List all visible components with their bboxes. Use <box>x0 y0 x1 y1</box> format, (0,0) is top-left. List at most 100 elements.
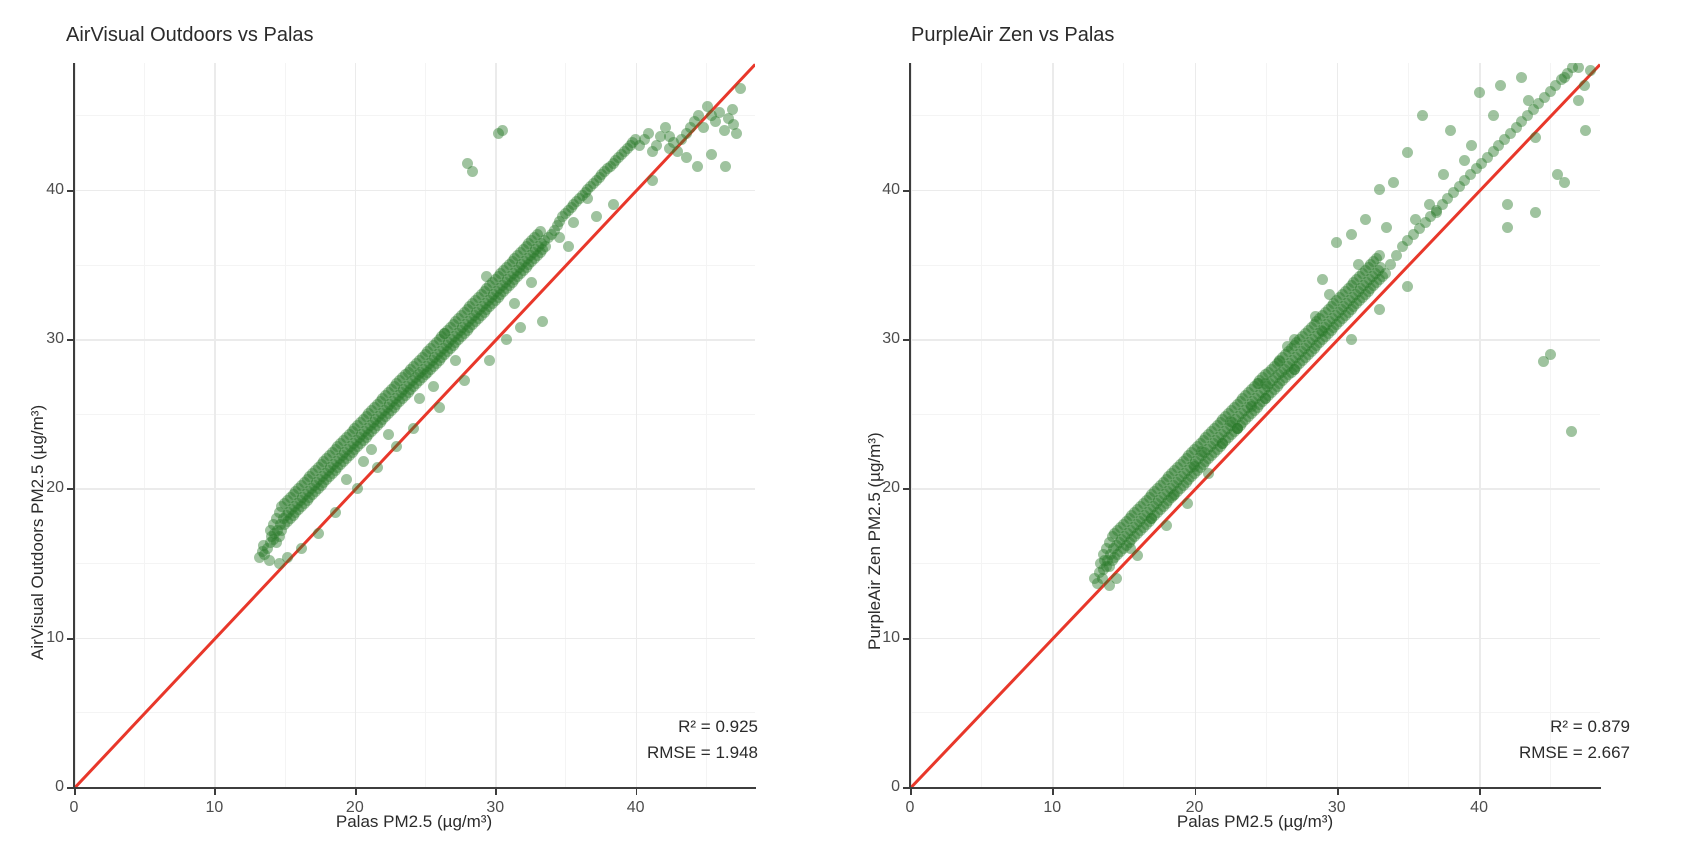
scatter-point <box>312 527 324 539</box>
scatter-point <box>1285 366 1297 378</box>
scatter-point <box>1153 494 1165 506</box>
scatter-point <box>310 465 321 477</box>
scatter-point <box>481 303 493 315</box>
scatter-point <box>1193 453 1205 465</box>
scatter-point <box>489 273 501 285</box>
gridline-minor-horizontal <box>910 115 1600 117</box>
scatter-point <box>1250 393 1262 405</box>
x-axis-line <box>73 787 756 790</box>
scatter-point <box>1180 476 1192 488</box>
scatter-point <box>259 548 271 560</box>
scatter-point <box>290 485 302 497</box>
scatter-point <box>1100 542 1112 554</box>
scatter-point <box>1167 490 1179 502</box>
x-axis-tick-label: 0 <box>905 799 915 816</box>
scatter-point <box>368 423 380 435</box>
scatter-point <box>492 127 504 139</box>
scatter-point <box>312 462 324 474</box>
scatter-point <box>1176 471 1188 482</box>
gridline-minor-vertical <box>284 63 286 787</box>
scatter-point <box>273 506 285 518</box>
scatter-point <box>385 405 397 417</box>
scatter-point <box>1361 276 1373 288</box>
scatter-point <box>1204 441 1216 453</box>
scatter-point <box>616 148 628 160</box>
x-axis-tick-label: 0 <box>69 799 79 816</box>
scatter-point <box>530 244 542 256</box>
scatter-point <box>288 500 300 512</box>
scatter-point <box>1170 476 1182 488</box>
scatter-point <box>304 471 316 482</box>
scatter-point <box>366 444 378 456</box>
y-axis-tick <box>903 637 909 640</box>
scatter-point <box>295 500 307 512</box>
scatter-point <box>258 539 270 551</box>
scatter-point <box>1196 450 1208 462</box>
scatter-point <box>338 456 350 468</box>
scatter-point <box>1147 500 1159 512</box>
scatter-point <box>436 330 448 342</box>
scatter-point <box>590 211 602 223</box>
scatter-point <box>453 333 465 345</box>
scatter-point <box>391 441 403 453</box>
gridline-minor-horizontal <box>74 264 755 266</box>
scatter-point <box>1349 288 1361 300</box>
scatter-point <box>484 354 496 366</box>
scatter-point <box>1284 357 1296 369</box>
scatter-point <box>346 426 358 438</box>
scatter-point <box>311 476 323 488</box>
scatter-point <box>427 381 439 393</box>
scatter-point <box>353 432 365 444</box>
scatter-point <box>1274 354 1286 366</box>
scatter-point <box>397 372 409 384</box>
scatter-point <box>1447 187 1459 199</box>
x-axis-tick-label: 40 <box>1470 799 1488 816</box>
scatter-point <box>484 300 496 312</box>
scatter-point <box>457 321 469 333</box>
scatter-point <box>280 509 292 521</box>
scatter-point <box>1257 396 1269 408</box>
scatter-point <box>701 100 713 112</box>
scatter-point <box>680 127 692 139</box>
scatter-point <box>354 438 366 450</box>
scatter-point <box>517 264 529 276</box>
gridline-major-vertical <box>214 63 216 787</box>
scatter-point <box>314 473 326 485</box>
scatter-point <box>1499 133 1511 145</box>
scatter-point <box>1123 536 1135 548</box>
scatter-point <box>705 109 717 121</box>
scatter-point <box>1200 456 1212 468</box>
scatter-point <box>1183 473 1195 485</box>
scatter-point <box>531 229 543 241</box>
scatter-point <box>427 339 439 351</box>
scatter-point <box>714 106 726 118</box>
scatter-point <box>318 456 330 468</box>
scatter-point <box>1100 560 1112 572</box>
scatter-point <box>302 485 314 497</box>
gridline-minor-vertical <box>981 63 983 787</box>
y-axis-tick-label: 0 <box>891 778 900 795</box>
scatter-point <box>1423 199 1435 211</box>
scatter-point <box>1584 64 1596 76</box>
scatter-point <box>433 333 445 345</box>
scatter-point <box>439 348 451 360</box>
scatter-point <box>513 262 525 273</box>
y-axis-title-right: PurpleAir Zen PM2.5 (µg/m³) <box>865 432 884 650</box>
scatter-point <box>536 238 548 250</box>
scatter-point <box>1103 536 1115 548</box>
scatter-point <box>1127 521 1139 533</box>
scatter-point <box>1226 405 1238 417</box>
scatter-point <box>447 318 459 330</box>
scatter-point <box>1527 103 1539 115</box>
scatter-point <box>329 465 341 477</box>
scatter-point <box>1321 318 1333 330</box>
scatter-point <box>1224 420 1236 432</box>
scatter-point <box>516 259 528 271</box>
scatter-point <box>1521 109 1533 121</box>
scatter-point <box>265 524 277 536</box>
scatter-point <box>1160 497 1172 509</box>
scatter-point <box>336 450 348 462</box>
scatter-point <box>559 208 571 220</box>
scatter-point <box>1223 408 1235 420</box>
scatter-point <box>1120 515 1132 527</box>
